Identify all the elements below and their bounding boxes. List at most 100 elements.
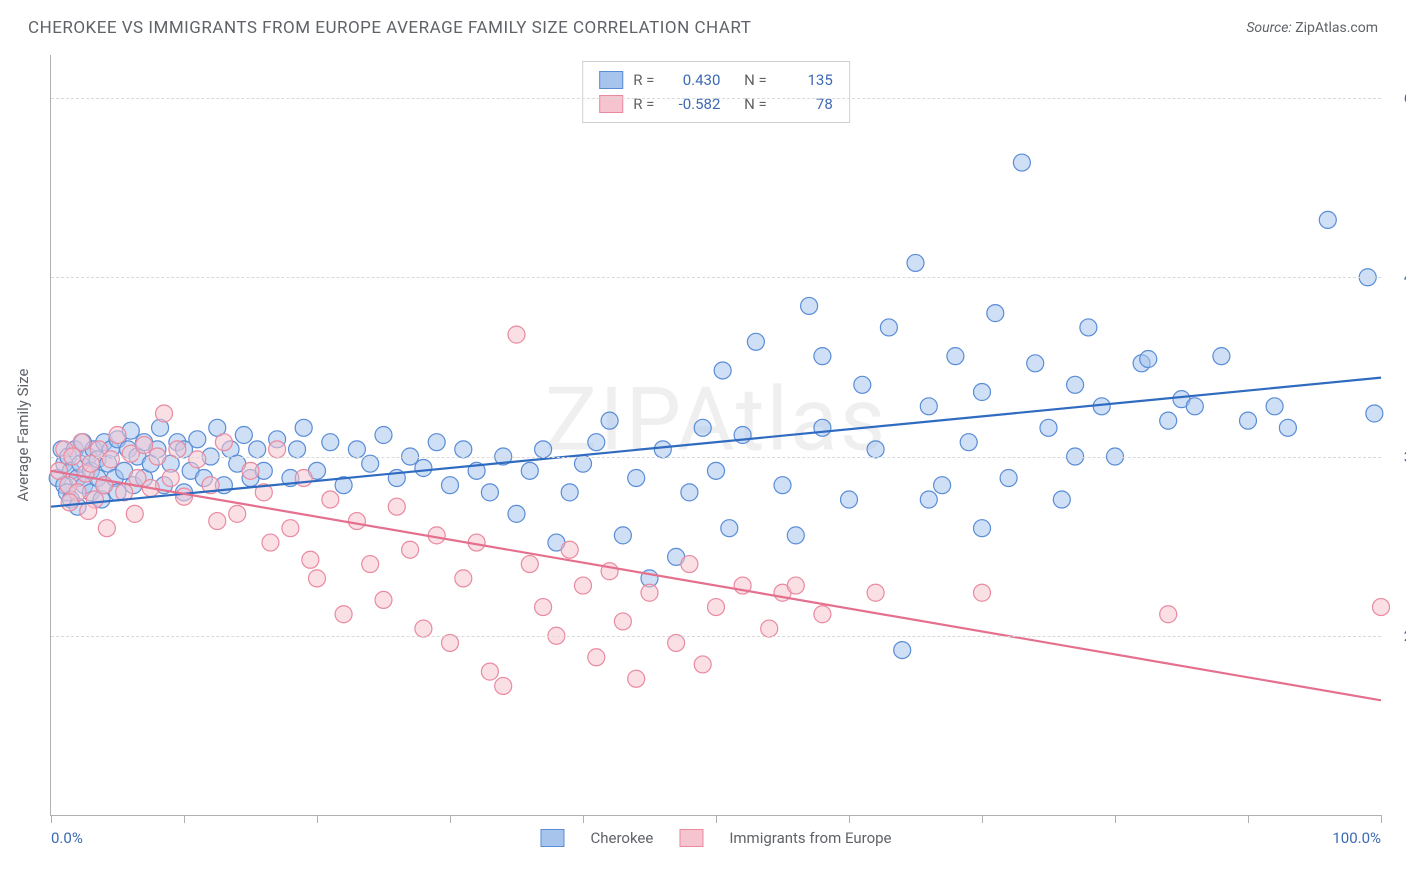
data-point [841, 491, 858, 508]
chart-title: CHEROKEE VS IMMIGRANTS FROM EUROPE AVERA… [28, 18, 751, 38]
plot-area: Average Family Size ZIPAtlas R = 0.430 N… [50, 55, 1381, 816]
data-point [209, 513, 226, 530]
data-point [601, 412, 618, 429]
data-point [521, 462, 538, 479]
data-point [189, 431, 206, 448]
data-point [455, 441, 472, 458]
data-point [934, 477, 951, 494]
data-point [229, 505, 246, 522]
data-point [628, 670, 645, 687]
data-point [974, 520, 991, 537]
y-tick-label: 3.50 [1387, 448, 1406, 466]
data-point [402, 541, 419, 558]
gridline-h [51, 636, 1381, 637]
series-legend: Cherokee Immigrants from Europe [540, 829, 891, 847]
gridline-h [51, 277, 1381, 278]
data-point [235, 427, 252, 444]
data-point [481, 663, 498, 680]
data-point [787, 527, 804, 544]
data-point [98, 520, 115, 537]
data-point [415, 459, 432, 476]
y-tick-label: 2.25 [1387, 627, 1406, 645]
data-point [269, 441, 286, 458]
gridline-h [51, 457, 1381, 458]
data-point [442, 477, 459, 494]
data-point [654, 441, 671, 458]
chart-container: CHEROKEE VS IMMIGRANTS FROM EUROPE AVERA… [0, 0, 1406, 892]
data-point [295, 419, 312, 436]
data-point [814, 419, 831, 436]
data-point [242, 462, 259, 479]
data-point [894, 642, 911, 659]
data-point [508, 326, 525, 343]
y-axis-title: Average Family Size [14, 369, 32, 502]
x-axis-min-label: 0.0% [51, 829, 83, 847]
data-point [614, 613, 631, 630]
data-point [708, 599, 725, 616]
source-name: ZipAtlas.com [1295, 20, 1378, 36]
data-point [322, 491, 339, 508]
data-point [787, 577, 804, 594]
data-point [495, 677, 512, 694]
data-point [854, 376, 871, 393]
data-point [302, 551, 319, 568]
y-tick-label: 6.00 [1387, 89, 1406, 107]
data-point [721, 520, 738, 537]
data-point [708, 462, 725, 479]
header-row: CHEROKEE VS IMMIGRANTS FROM EUROPE AVERA… [28, 18, 1378, 38]
data-point [920, 398, 937, 415]
data-point [189, 451, 206, 468]
data-point [282, 520, 299, 537]
data-point [348, 441, 365, 458]
data-point [575, 577, 592, 594]
data-point [1067, 376, 1084, 393]
data-point [289, 441, 306, 458]
data-point [442, 634, 459, 651]
x-tick [1248, 815, 1249, 823]
legend-swatch-europe [679, 829, 703, 847]
data-point [295, 470, 312, 487]
data-point [747, 333, 764, 350]
x-tick [716, 815, 717, 823]
data-point [694, 419, 711, 436]
data-point [588, 649, 605, 666]
data-point [641, 584, 658, 601]
data-point [1373, 599, 1390, 616]
data-point [920, 491, 937, 508]
data-point [561, 484, 578, 501]
data-point [1160, 412, 1177, 429]
data-point [61, 494, 78, 511]
y-tick-label: 4.75 [1387, 268, 1406, 286]
data-point [109, 427, 126, 444]
data-point [362, 455, 379, 472]
data-point [1240, 412, 1257, 429]
data-point [561, 541, 578, 558]
data-point [102, 451, 119, 468]
data-point [1319, 211, 1336, 228]
data-point [156, 405, 173, 422]
data-point [535, 441, 552, 458]
data-point [481, 484, 498, 501]
data-point [867, 441, 884, 458]
x-tick [184, 815, 185, 823]
data-point [761, 620, 778, 637]
trend-line [51, 471, 1381, 700]
data-point [947, 348, 964, 365]
data-point [960, 434, 977, 451]
data-point [987, 305, 1004, 322]
data-point [455, 570, 472, 587]
legend-swatch-cherokee [540, 829, 564, 847]
data-point [1040, 419, 1057, 436]
data-point [588, 434, 605, 451]
data-point [1080, 319, 1097, 336]
x-tick [982, 815, 983, 823]
data-point [428, 434, 445, 451]
x-tick [317, 815, 318, 823]
x-tick [849, 815, 850, 823]
data-point [1366, 405, 1383, 422]
x-tick [1381, 815, 1382, 823]
data-point [415, 620, 432, 637]
data-point [80, 503, 97, 520]
data-point [1053, 491, 1070, 508]
data-point [126, 505, 143, 522]
